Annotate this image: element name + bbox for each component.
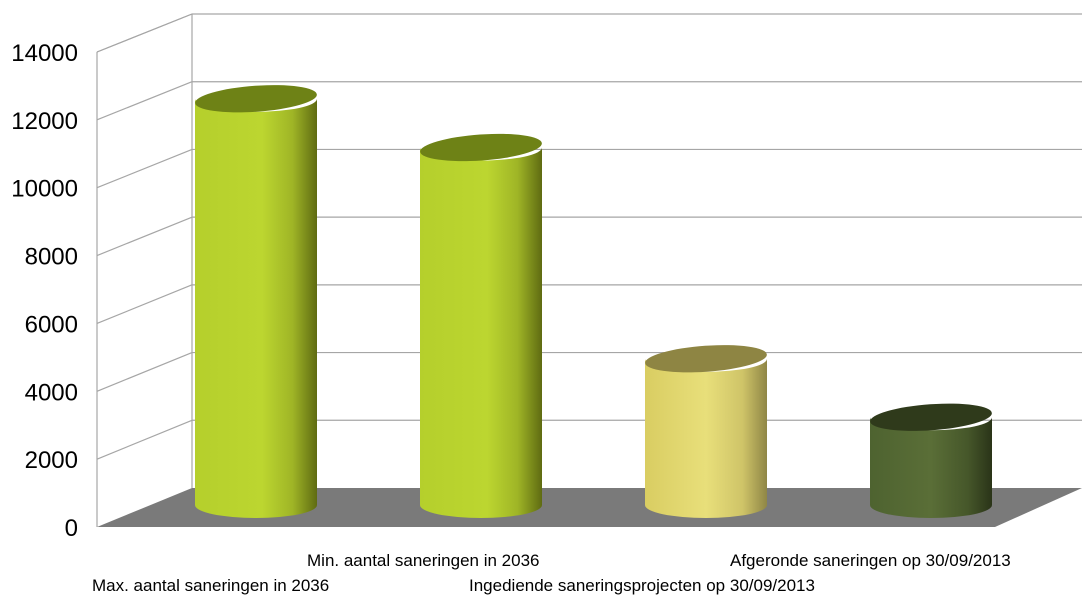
gridline-side: [96, 352, 193, 392]
y-tick-label: 8000: [25, 244, 78, 271]
x-category-label: Afgeronde saneringen op 30/09/2013: [730, 551, 1011, 570]
y-tick-label: 10000: [11, 176, 78, 203]
x-category-label: Ingediende saneringsprojecten op 30/09/2…: [469, 576, 815, 595]
y-tick-label: 4000: [25, 379, 78, 406]
bar-body: [195, 98, 317, 518]
x-axis-labels: Max. aantal saneringen in 2036 Min. aanta…: [92, 551, 1011, 595]
y-tick-label: 6000: [25, 311, 78, 338]
chart-floor: [97, 488, 1082, 527]
y-tick-label: 14000: [11, 40, 78, 67]
gridlines: [96, 13, 1082, 460]
bar-body: [420, 147, 542, 518]
y-tick-label: 2000: [25, 447, 78, 474]
bar-1: [195, 85, 317, 518]
bar-top: [420, 133, 542, 162]
gridline-side: [96, 13, 193, 53]
x-category-label: Min. aantal saneringen in 2036: [307, 551, 540, 570]
bar-body: [870, 417, 992, 518]
y-axis-ticks: 0 2000 4000 6000 8000 10000 12000 14000: [11, 40, 78, 542]
bar-top: [195, 85, 317, 113]
gridline-side: [96, 216, 193, 257]
y-tick-label: 12000: [11, 108, 78, 135]
gridline-side: [96, 419, 193, 460]
bar-top: [870, 403, 992, 431]
bars: [195, 85, 992, 518]
x-category-label: Max. aantal saneringen in 2036: [92, 576, 329, 595]
bar-body: [645, 358, 767, 518]
gridline-side: [96, 148, 193, 189]
bar-top: [645, 345, 767, 373]
bar-2: [420, 133, 542, 518]
gridline-side: [96, 81, 193, 121]
bar-3: [645, 345, 767, 518]
y-tick-label: 0: [65, 515, 78, 542]
bar-4: [870, 403, 992, 518]
gridline-side: [96, 284, 193, 324]
